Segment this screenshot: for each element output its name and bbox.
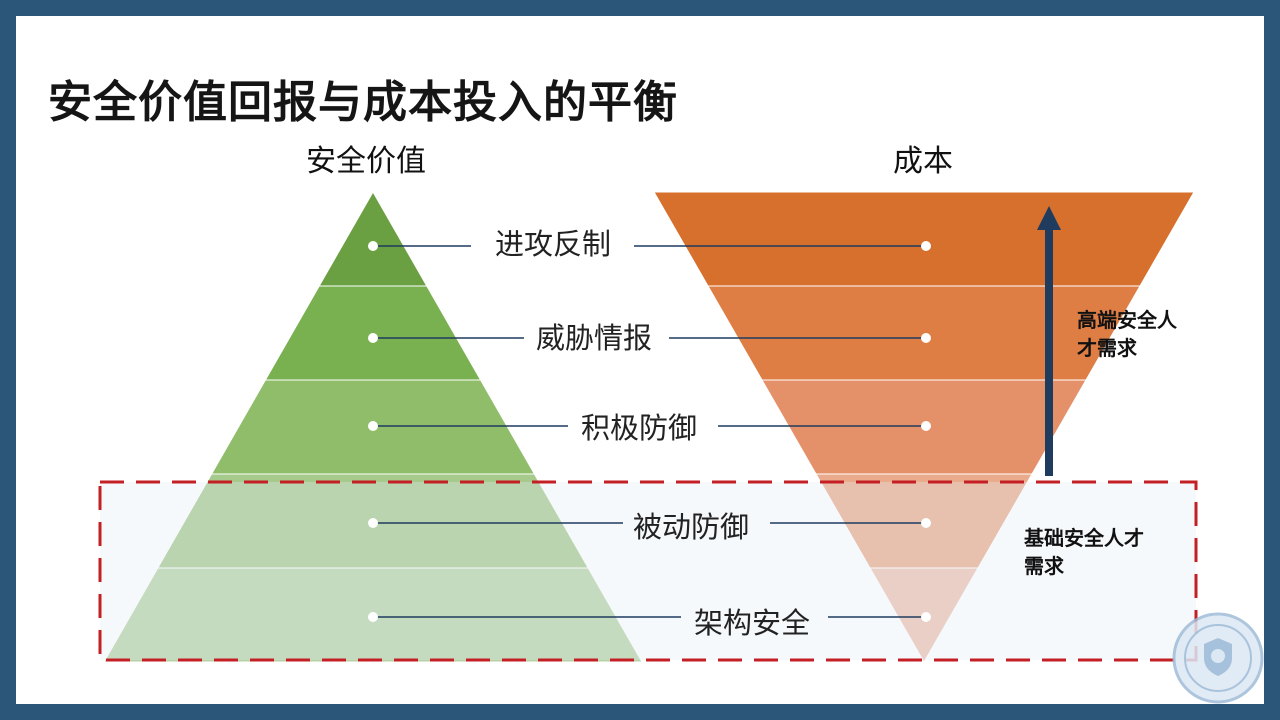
connector-dot (921, 421, 931, 431)
basic-needs-dashed-box (98, 480, 1198, 662)
layer-label-offense: 进攻反制 (494, 227, 612, 261)
connector-dot (368, 421, 378, 431)
connector-dot (921, 518, 931, 528)
arrow-head-icon (1037, 206, 1061, 230)
upward-arrow (1037, 206, 1061, 476)
connector-dot (921, 241, 931, 251)
layer-label-active-defense: 积极防御 (580, 411, 698, 445)
cost-layer-2 (707, 285, 1141, 381)
slide: 安全价值回报与成本投入的平衡 安全价值 成本 进攻反制 威胁情报 积极防御 被动… (16, 16, 1264, 704)
connector-dot (368, 333, 378, 343)
connector-dot (921, 612, 931, 622)
balance-diagram (98, 190, 1198, 664)
connector-dot (368, 241, 378, 251)
connector-dot (368, 518, 378, 528)
connector-dot (921, 333, 931, 343)
cost-layer-1 (653, 191, 1195, 287)
basic-needs-highlight (98, 480, 1198, 662)
high-end-talent-note: 高端安全人 才需求 (1077, 308, 1177, 360)
layer-label-threat-intel: 威胁情报 (535, 321, 653, 355)
layer-label-architecture: 架构安全 (693, 606, 811, 640)
value-pyramid-heading: 安全价值 (306, 144, 426, 179)
basic-talent-note: 基础安全人才 需求 (1024, 526, 1144, 578)
layer-connectors (368, 241, 931, 622)
cost-pyramid-heading: 成本 (893, 144, 953, 179)
association-seal-logo (1172, 612, 1264, 704)
layer-label-passive-defense: 被动防御 (632, 510, 750, 544)
arrow-shaft (1045, 226, 1053, 476)
page-title: 安全价值回报与成本投入的平衡 (48, 77, 678, 128)
value-layer-1 (318, 190, 428, 287)
connector-dot (368, 612, 378, 622)
